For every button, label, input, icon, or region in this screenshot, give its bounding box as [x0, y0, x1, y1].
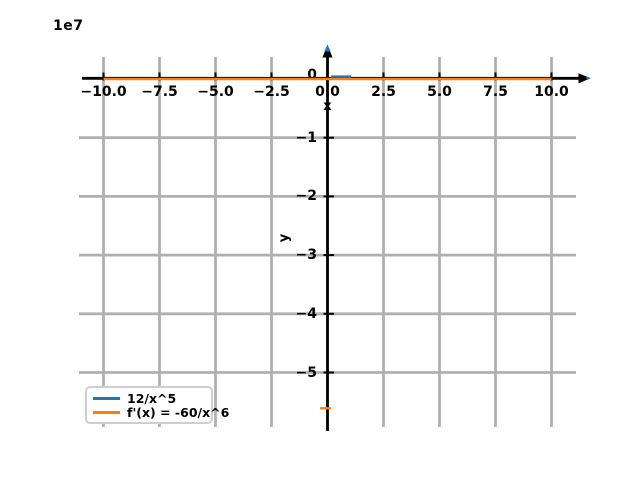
x-tick-label: −10.0	[80, 84, 127, 100]
y-tick-label: −5	[295, 364, 317, 381]
y-tick-label: −3	[295, 247, 317, 264]
x-axis-label: x	[323, 99, 332, 114]
y-axis-label: y	[277, 233, 292, 243]
legend-line-swatch-blue	[93, 396, 120, 400]
x-tick-label: 2.5	[371, 84, 396, 100]
legend-line-swatch-orange	[93, 410, 120, 414]
y-axis-offset-label: 1e7	[53, 18, 84, 34]
y-tick-label: −2	[295, 188, 317, 205]
x-tick-label: 7.5	[483, 84, 508, 100]
x-tick-label: −5.0	[197, 84, 234, 100]
legend-entry: 12/x^5	[93, 391, 205, 405]
x-axis-arrow-tip-accent	[586, 76, 591, 81]
x-axis-arrow	[578, 73, 591, 84]
x-tick-label: 0.0	[315, 84, 340, 100]
x-tick-label: −7.5	[141, 84, 178, 100]
x-tick-label: 5.0	[427, 84, 452, 100]
legend-label: 12/x^5	[127, 390, 177, 406]
legend: 12/x^5 f'(x) = -60/x^6	[85, 386, 229, 424]
y-tick-label: −4	[295, 305, 317, 322]
y-axis-arrow	[322, 45, 333, 58]
x-tick-label: −2.5	[253, 84, 290, 100]
legend-label: f'(x) = -60/x^6	[127, 404, 230, 420]
y-tick-label: 0	[307, 67, 317, 83]
legend-entry: f'(x) = -60/x^6	[93, 405, 229, 419]
y-tick-label: −1	[295, 129, 317, 146]
y-axis-arrow-tip-accent	[324, 44, 331, 52]
x-tick-label: 10.0	[534, 84, 569, 100]
